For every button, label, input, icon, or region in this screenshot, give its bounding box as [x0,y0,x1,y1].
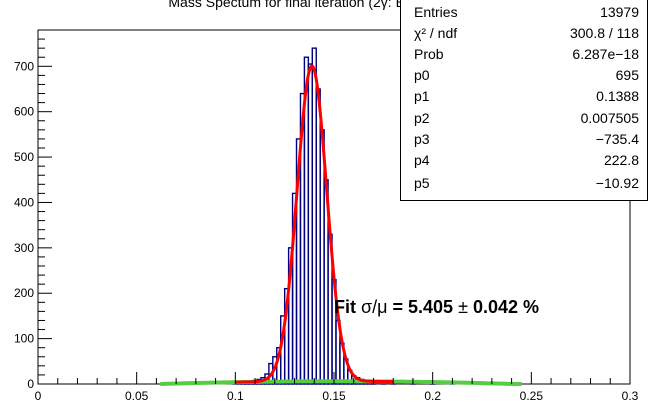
x-tick-label: 0 [35,389,42,403]
fit-prefix: Fit [334,297,356,317]
x-tick-label: 0.2 [424,389,441,403]
stats-value: 300.8 / 118 [569,25,639,41]
stats-row: p2 0.007505 [401,111,647,126]
x-tick-label: 0.25 [520,389,544,403]
stats-box: Entries 13979 χ² / ndf 300.8 / 118 Prob 6.287… [400,0,648,201]
stats-value: 222.8 [603,152,639,168]
stats-row: p4 222.8 [401,153,647,168]
stats-row: Entries 13979 [401,5,647,20]
x-tick-label: 0.1 [227,389,244,403]
y-tick-label: 200 [14,286,34,300]
stats-label: χ² / ndf [414,25,458,41]
stats-row: Prob 6.287e−18 [401,47,647,62]
stats-value: −735.4 [595,131,639,147]
y-tick-label: 0 [27,377,34,391]
x-tick-label: 0.05 [125,389,149,403]
y-tick-label: 700 [14,59,34,73]
stats-value: 0.007505 [580,110,639,126]
gaussian-fit-curve [235,64,394,384]
plus-minus-symbol: ± [458,297,468,317]
stats-row: p1 0.1388 [401,89,647,104]
stats-label: p2 [414,110,430,126]
stats-label: p5 [414,175,430,191]
stats-row: p0 695 [401,68,647,83]
y-tick-label: 500 [14,150,34,164]
fit-error: 0.042 % [473,297,540,317]
y-tick-label: 300 [14,241,34,255]
stats-value: 695 [615,67,639,83]
stats-row: χ² / ndf 300.8 / 118 [401,26,647,41]
stats-label: p1 [414,88,430,104]
stats-label: Entries [414,4,458,20]
x-tick-label: 0.15 [322,389,346,403]
stats-row: p5 −10.92 [401,176,647,191]
stats-value: 6.287e−18 [572,46,639,62]
y-tick-label: 400 [14,195,34,209]
stats-value: 13979 [600,4,639,20]
chart-title: Mass Spectum for final iteration (2γ: E2… [168,0,489,10]
fit-result-label: Fit σ/μ = 5.405 ± 0.042 % [334,297,539,318]
stats-label: p0 [414,67,430,83]
x-tick-label: 0.3 [622,389,639,403]
stats-label: Prob [414,46,444,62]
fit-value: = 5.405 [392,297,454,317]
y-tick-label: 600 [14,105,34,119]
stats-label: p3 [414,131,430,147]
sigma-mu-symbol: σ/μ [361,297,388,317]
stats-row: p3 −735.4 [401,132,647,147]
stats-label: p4 [414,152,430,168]
y-tick-label: 100 [14,332,34,346]
stats-value: 0.1388 [596,88,639,104]
stats-value: −10.92 [595,175,639,191]
background-fit-line [160,379,522,386]
